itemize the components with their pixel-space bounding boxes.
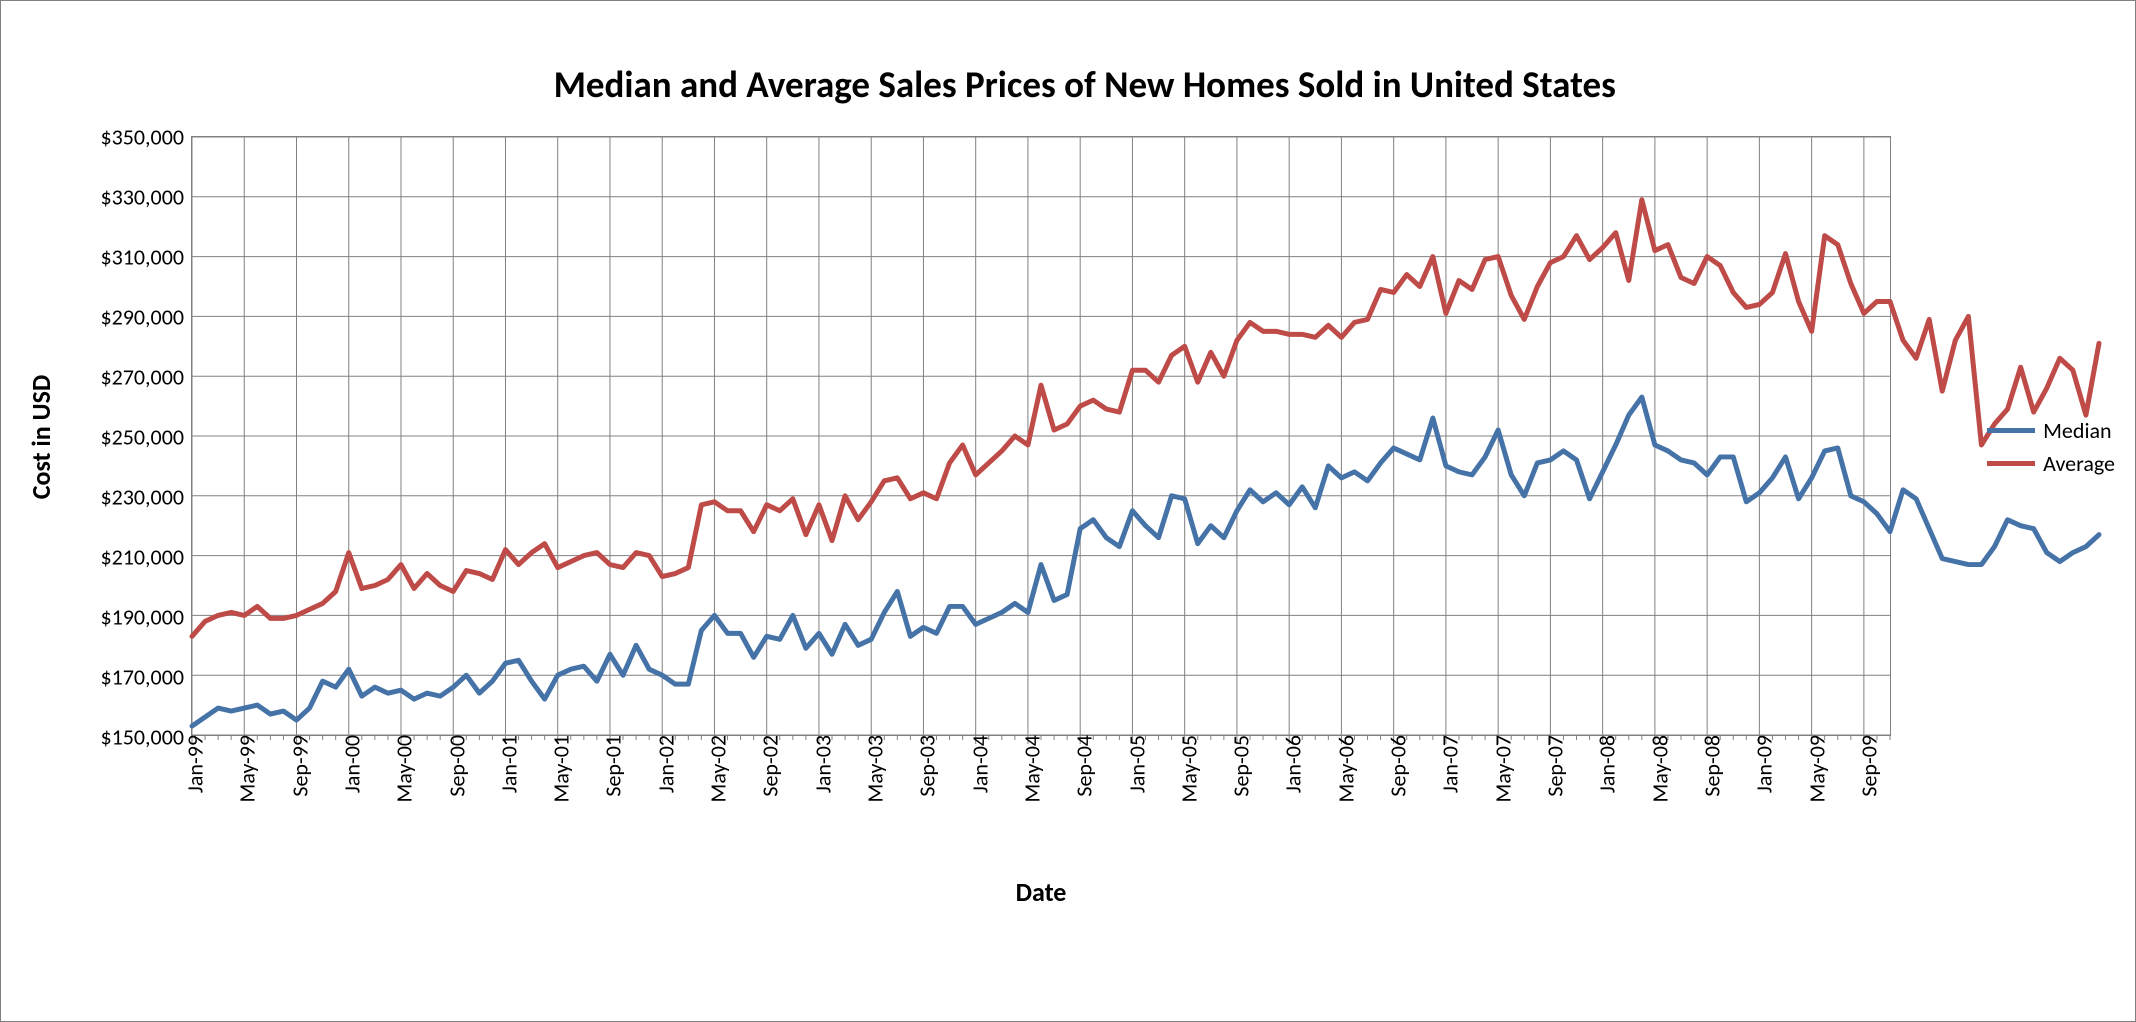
x-tick-label: Sep-01	[594, 735, 627, 797]
x-tick-label: Jan-07	[1431, 735, 1464, 793]
legend-item-median: Median	[1987, 417, 2115, 444]
series-line-median	[192, 397, 2099, 726]
x-tick-label: Jan-04	[960, 735, 993, 793]
x-tick-label: Sep-00	[437, 735, 470, 797]
y-tick-label: $190,000	[100, 604, 192, 631]
chart-frame: Median and Average Sales Prices of New H…	[0, 0, 2136, 1022]
series-line-average	[192, 200, 2099, 637]
x-tick-label: Jan-03	[803, 735, 836, 793]
x-tick-label: Sep-02	[751, 735, 784, 797]
x-tick-label: May-99	[228, 735, 261, 802]
series-group	[192, 200, 2099, 726]
x-tick-label: Sep-09	[1849, 735, 1882, 797]
x-tick-label: May-07	[1483, 735, 1516, 802]
y-tick-label: $290,000	[100, 304, 192, 331]
x-tick-label: Sep-05	[1222, 735, 1255, 797]
x-tick-label: May-00	[385, 735, 418, 802]
y-tick-label: $210,000	[100, 544, 192, 571]
legend: Median Average	[1987, 411, 2115, 483]
y-tick-label: $330,000	[100, 184, 192, 211]
y-tick-label: $350,000	[100, 124, 192, 151]
legend-swatch	[1987, 428, 2035, 433]
x-tick-label: Jan-00	[332, 735, 365, 793]
x-tick-label: May-04	[1012, 735, 1045, 802]
x-tick-label: Jan-08	[1588, 735, 1621, 793]
plot-svg	[192, 137, 1890, 735]
chart-title-line1: Median and Average Sales Prices of New H…	[554, 62, 1616, 107]
x-tick-label: May-08	[1640, 735, 1673, 802]
x-tick-label: Jan-09	[1745, 735, 1778, 793]
x-tick-label: Jan-06	[1274, 735, 1307, 793]
legend-item-average: Average	[1987, 450, 2115, 477]
x-tick-label: Sep-04	[1065, 735, 1098, 797]
x-tick-label: Sep-06	[1379, 735, 1412, 797]
y-tick-label: $270,000	[100, 364, 192, 391]
x-tick-label: May-09	[1797, 735, 1830, 802]
x-tick-label: Jan-02	[646, 735, 679, 793]
x-tick-label: May-02	[699, 735, 732, 802]
y-tick-label: $250,000	[100, 424, 192, 451]
x-tick-label: Jan-99	[176, 735, 209, 793]
y-tick-label: $230,000	[100, 484, 192, 511]
x-tick-label: Sep-07	[1536, 735, 1569, 797]
legend-swatch	[1987, 461, 2035, 466]
y-axis-label: Cost in USD	[25, 137, 57, 737]
x-tick-label: Sep-08	[1692, 735, 1725, 797]
legend-label: Average	[2043, 450, 2115, 477]
x-tick-label: Sep-99	[280, 735, 313, 797]
x-tick-label: May-01	[542, 735, 575, 802]
legend-label: Median	[2043, 417, 2111, 444]
x-tick-label: May-05	[1169, 735, 1202, 802]
x-tick-label: Sep-03	[908, 735, 941, 797]
x-axis-label: Date	[191, 876, 1891, 908]
x-tick-label: Jan-05	[1117, 735, 1150, 793]
x-tick-label: May-03	[856, 735, 889, 802]
x-tick-label: Jan-01	[489, 735, 522, 793]
plot-area: $150,000$170,000$190,000$210,000$230,000…	[191, 136, 1891, 736]
x-tick-label: May-06	[1326, 735, 1359, 802]
y-tick-label: $170,000	[100, 664, 192, 691]
y-tick-label: $310,000	[100, 244, 192, 271]
